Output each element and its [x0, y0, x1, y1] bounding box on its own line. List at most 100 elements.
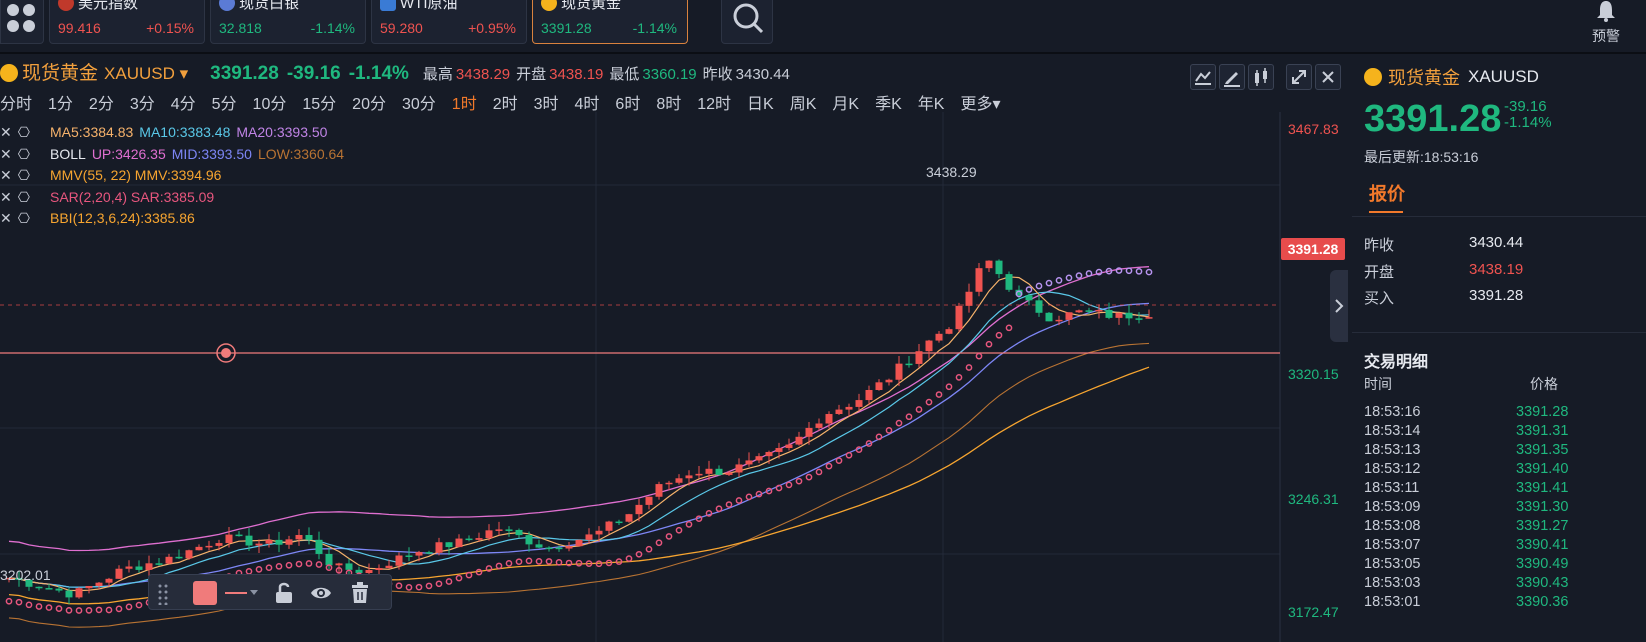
sar-dot — [75, 607, 83, 614]
candle-body — [135, 566, 143, 570]
candle-body — [225, 534, 233, 544]
silver-icon — [219, 0, 235, 11]
indicator-controls[interactable]: ✕⎔ — [0, 124, 36, 140]
indicator-controls[interactable]: ✕⎔ — [0, 188, 36, 205]
period-tab[interactable]: 3分 — [129, 96, 155, 113]
chart-header: 现货黄金 XAUUSD ▾ 3391.28 -39.16 -1.14% 最高 3… — [0, 58, 790, 86]
sar-dot — [845, 451, 853, 459]
sar-dot — [445, 578, 453, 585]
ma-legend-row: ✕⎔ MA5:3384.83 MA10:3383.48 MA20:3393.50 — [0, 122, 350, 144]
color-swatch-button[interactable] — [193, 581, 217, 605]
ticker-wti-oil[interactable]: WTI原油 59.280 +0.95% — [371, 0, 527, 44]
candle-body — [495, 529, 503, 531]
sar-dot — [605, 559, 613, 567]
tab-quote[interactable]: 报价 — [1369, 184, 1405, 204]
candle-body — [1135, 318, 1143, 320]
trade-price: 3390.43 — [1516, 575, 1569, 591]
ticker-gold[interactable]: 现货黄金 3391.28 -1.14% — [532, 0, 688, 44]
period-tab[interactable]: 年K — [917, 96, 945, 113]
ticker-usd-index[interactable]: 美元指数 99.416 +0.15% — [49, 0, 205, 44]
bell-icon — [1597, 1, 1615, 22]
sar-dot — [455, 574, 463, 582]
quote-row: 开盘 3438.19 — [1364, 261, 1634, 282]
candle-body — [315, 539, 323, 554]
more-periods-dropdown[interactable]: 更多▾ — [960, 96, 1001, 113]
alert-button[interactable]: 预警 — [1576, 0, 1636, 48]
unlock-icon[interactable] — [273, 581, 295, 605]
indicator-tool-button[interactable] — [1190, 64, 1216, 90]
candle-body — [715, 468, 723, 475]
period-tab[interactable]: 2分 — [88, 96, 114, 113]
chevron-down-icon[interactable] — [249, 589, 259, 597]
pen-icon — [1224, 72, 1240, 87]
quote-value: 3430.44 — [1469, 234, 1524, 251]
candle-body — [935, 333, 943, 341]
period-tab[interactable]: 3时 — [533, 96, 559, 113]
trade-row: 18:53:16 3391.28 — [1364, 404, 1646, 420]
apps-grid-button[interactable] — [0, 0, 44, 44]
period-tab[interactable]: 季K — [875, 96, 902, 113]
search-button[interactable] — [721, 0, 773, 44]
period-tab[interactable]: 周K — [789, 96, 817, 113]
ticker-price: 59.280 — [380, 20, 423, 36]
line-style-button[interactable] — [225, 592, 247, 594]
candle-body — [1055, 319, 1063, 322]
candle-body — [855, 400, 863, 407]
sar-dot — [1135, 267, 1143, 275]
period-tab[interactable]: 10分 — [252, 96, 287, 113]
sar-dot — [885, 427, 893, 434]
period-tab[interactable]: 日K — [747, 96, 774, 113]
candle-body — [5, 577, 13, 580]
fullscreen-button[interactable] — [1286, 64, 1312, 90]
sar-dot — [765, 487, 773, 495]
trade-time: 18:53:05 — [1364, 556, 1421, 572]
indicator-controls[interactable]: ✕⎔ — [0, 210, 36, 226]
candle-body — [545, 547, 553, 550]
sar-dot — [1065, 274, 1073, 282]
close-chart-button[interactable] — [1315, 64, 1341, 90]
candle-type-button[interactable] — [1248, 64, 1274, 90]
sar-dot — [35, 603, 43, 610]
symbol-dropdown[interactable]: XAUUSD ▾ — [104, 64, 189, 83]
period-tab[interactable]: 5分 — [211, 96, 237, 113]
period-tab[interactable]: 1分 — [48, 96, 73, 113]
period-tab[interactable]: 15分 — [302, 96, 337, 113]
sar-dot — [1125, 267, 1133, 275]
trash-icon[interactable] — [349, 581, 371, 605]
sar-dot — [555, 559, 563, 566]
drag-handle-icon[interactable] — [157, 583, 169, 605]
draw-tool-button[interactable] — [1219, 64, 1245, 90]
candle-body — [655, 484, 663, 497]
candle-body — [825, 414, 833, 424]
candlestick-chart[interactable] — [0, 112, 1346, 642]
sar-dot — [665, 533, 673, 540]
period-tab[interactable]: 8时 — [656, 96, 682, 113]
period-tab[interactable]: 6时 — [615, 96, 641, 113]
sar-dot — [835, 457, 843, 464]
period-tab[interactable]: 4分 — [170, 96, 196, 113]
period-tab[interactable]: 30分 — [401, 96, 436, 113]
sar-dot — [815, 468, 823, 476]
indicator-controls[interactable]: ✕⎔ — [0, 167, 36, 183]
period-tab[interactable]: 20分 — [352, 96, 386, 113]
indicator-controls[interactable]: ✕⎔ — [0, 145, 36, 162]
ticker-change: +0.15% — [146, 20, 194, 36]
sar-dot — [325, 564, 333, 571]
eye-icon[interactable] — [309, 583, 333, 603]
candle-body — [555, 547, 563, 550]
period-tab[interactable]: 2时 — [492, 96, 518, 113]
candle-body — [1075, 310, 1083, 313]
sar-dot — [95, 606, 103, 614]
period-tab[interactable]: 月K — [832, 96, 860, 113]
period-tab[interactable]: 4时 — [574, 96, 600, 113]
grid-icon — [7, 4, 35, 32]
period-tab[interactable]: 分时 — [0, 96, 33, 113]
expand-panel-tab[interactable] — [1330, 270, 1348, 342]
ticker-change: -1.14% — [632, 20, 677, 36]
period-tab[interactable]: 12时 — [697, 96, 732, 113]
instrument-name: 现货黄金 — [22, 63, 99, 84]
period-tab[interactable]: 1时 — [451, 96, 477, 113]
candle-body — [285, 539, 293, 545]
sar-dot — [585, 560, 593, 567]
ticker-silver[interactable]: 现货白银 32.818 -1.14% — [210, 0, 366, 44]
